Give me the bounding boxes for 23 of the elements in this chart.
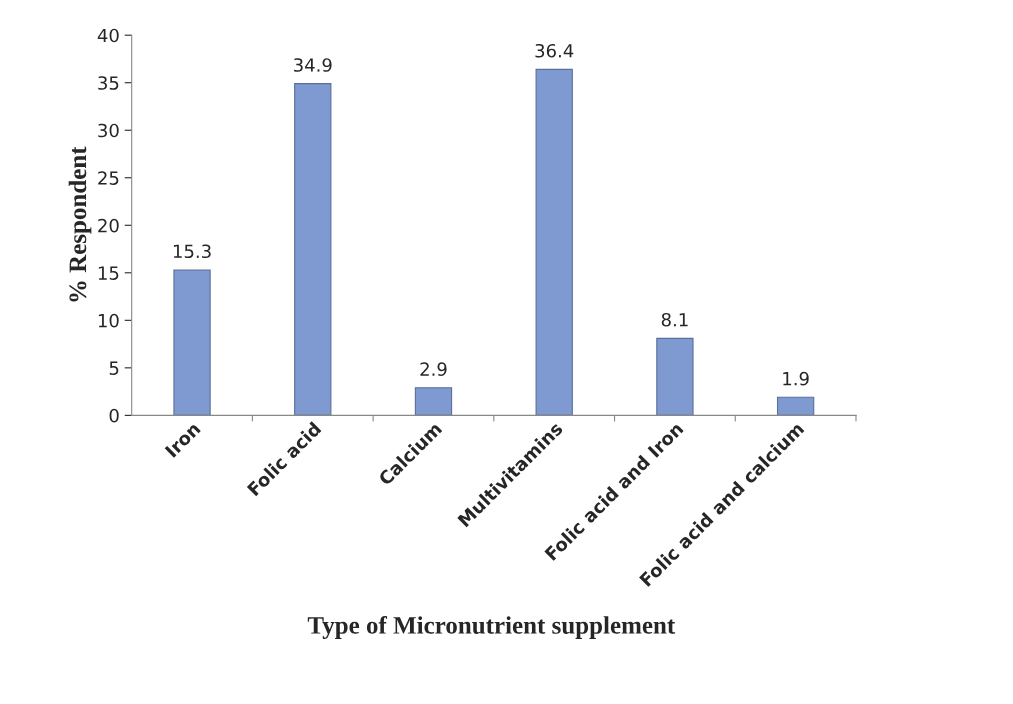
data-label: 34.9 [294, 58, 332, 72]
y-tick-label: 25 [98, 171, 119, 185]
data-label: 2.9 [420, 362, 447, 376]
y-tick-label: 30 [98, 123, 119, 138]
bar [776, 396, 815, 416]
bar [535, 68, 573, 416]
y-tick-label: 15 [98, 266, 119, 280]
data-label: 1.9 [783, 371, 809, 386]
y-tick-label: 40 [97, 28, 119, 43]
y-tick-label: 0 [109, 408, 119, 423]
x-axis-title: Type of Micronutrient supplement [307, 616, 676, 639]
bar [294, 83, 332, 416]
y-tick-label: 20 [98, 218, 119, 233]
bar [656, 337, 694, 416]
data-label: 15.3 [173, 244, 211, 259]
bar [414, 387, 453, 416]
bar [173, 269, 211, 416]
data-label: 36.4 [535, 43, 574, 58]
y-tick-label: 35 [98, 76, 119, 90]
y-tick-label: 5 [109, 361, 119, 375]
y-tick-label: 10 [98, 313, 119, 328]
data-label: 8.1 [661, 312, 688, 327]
y-axis-title: % Respondent [68, 146, 92, 302]
